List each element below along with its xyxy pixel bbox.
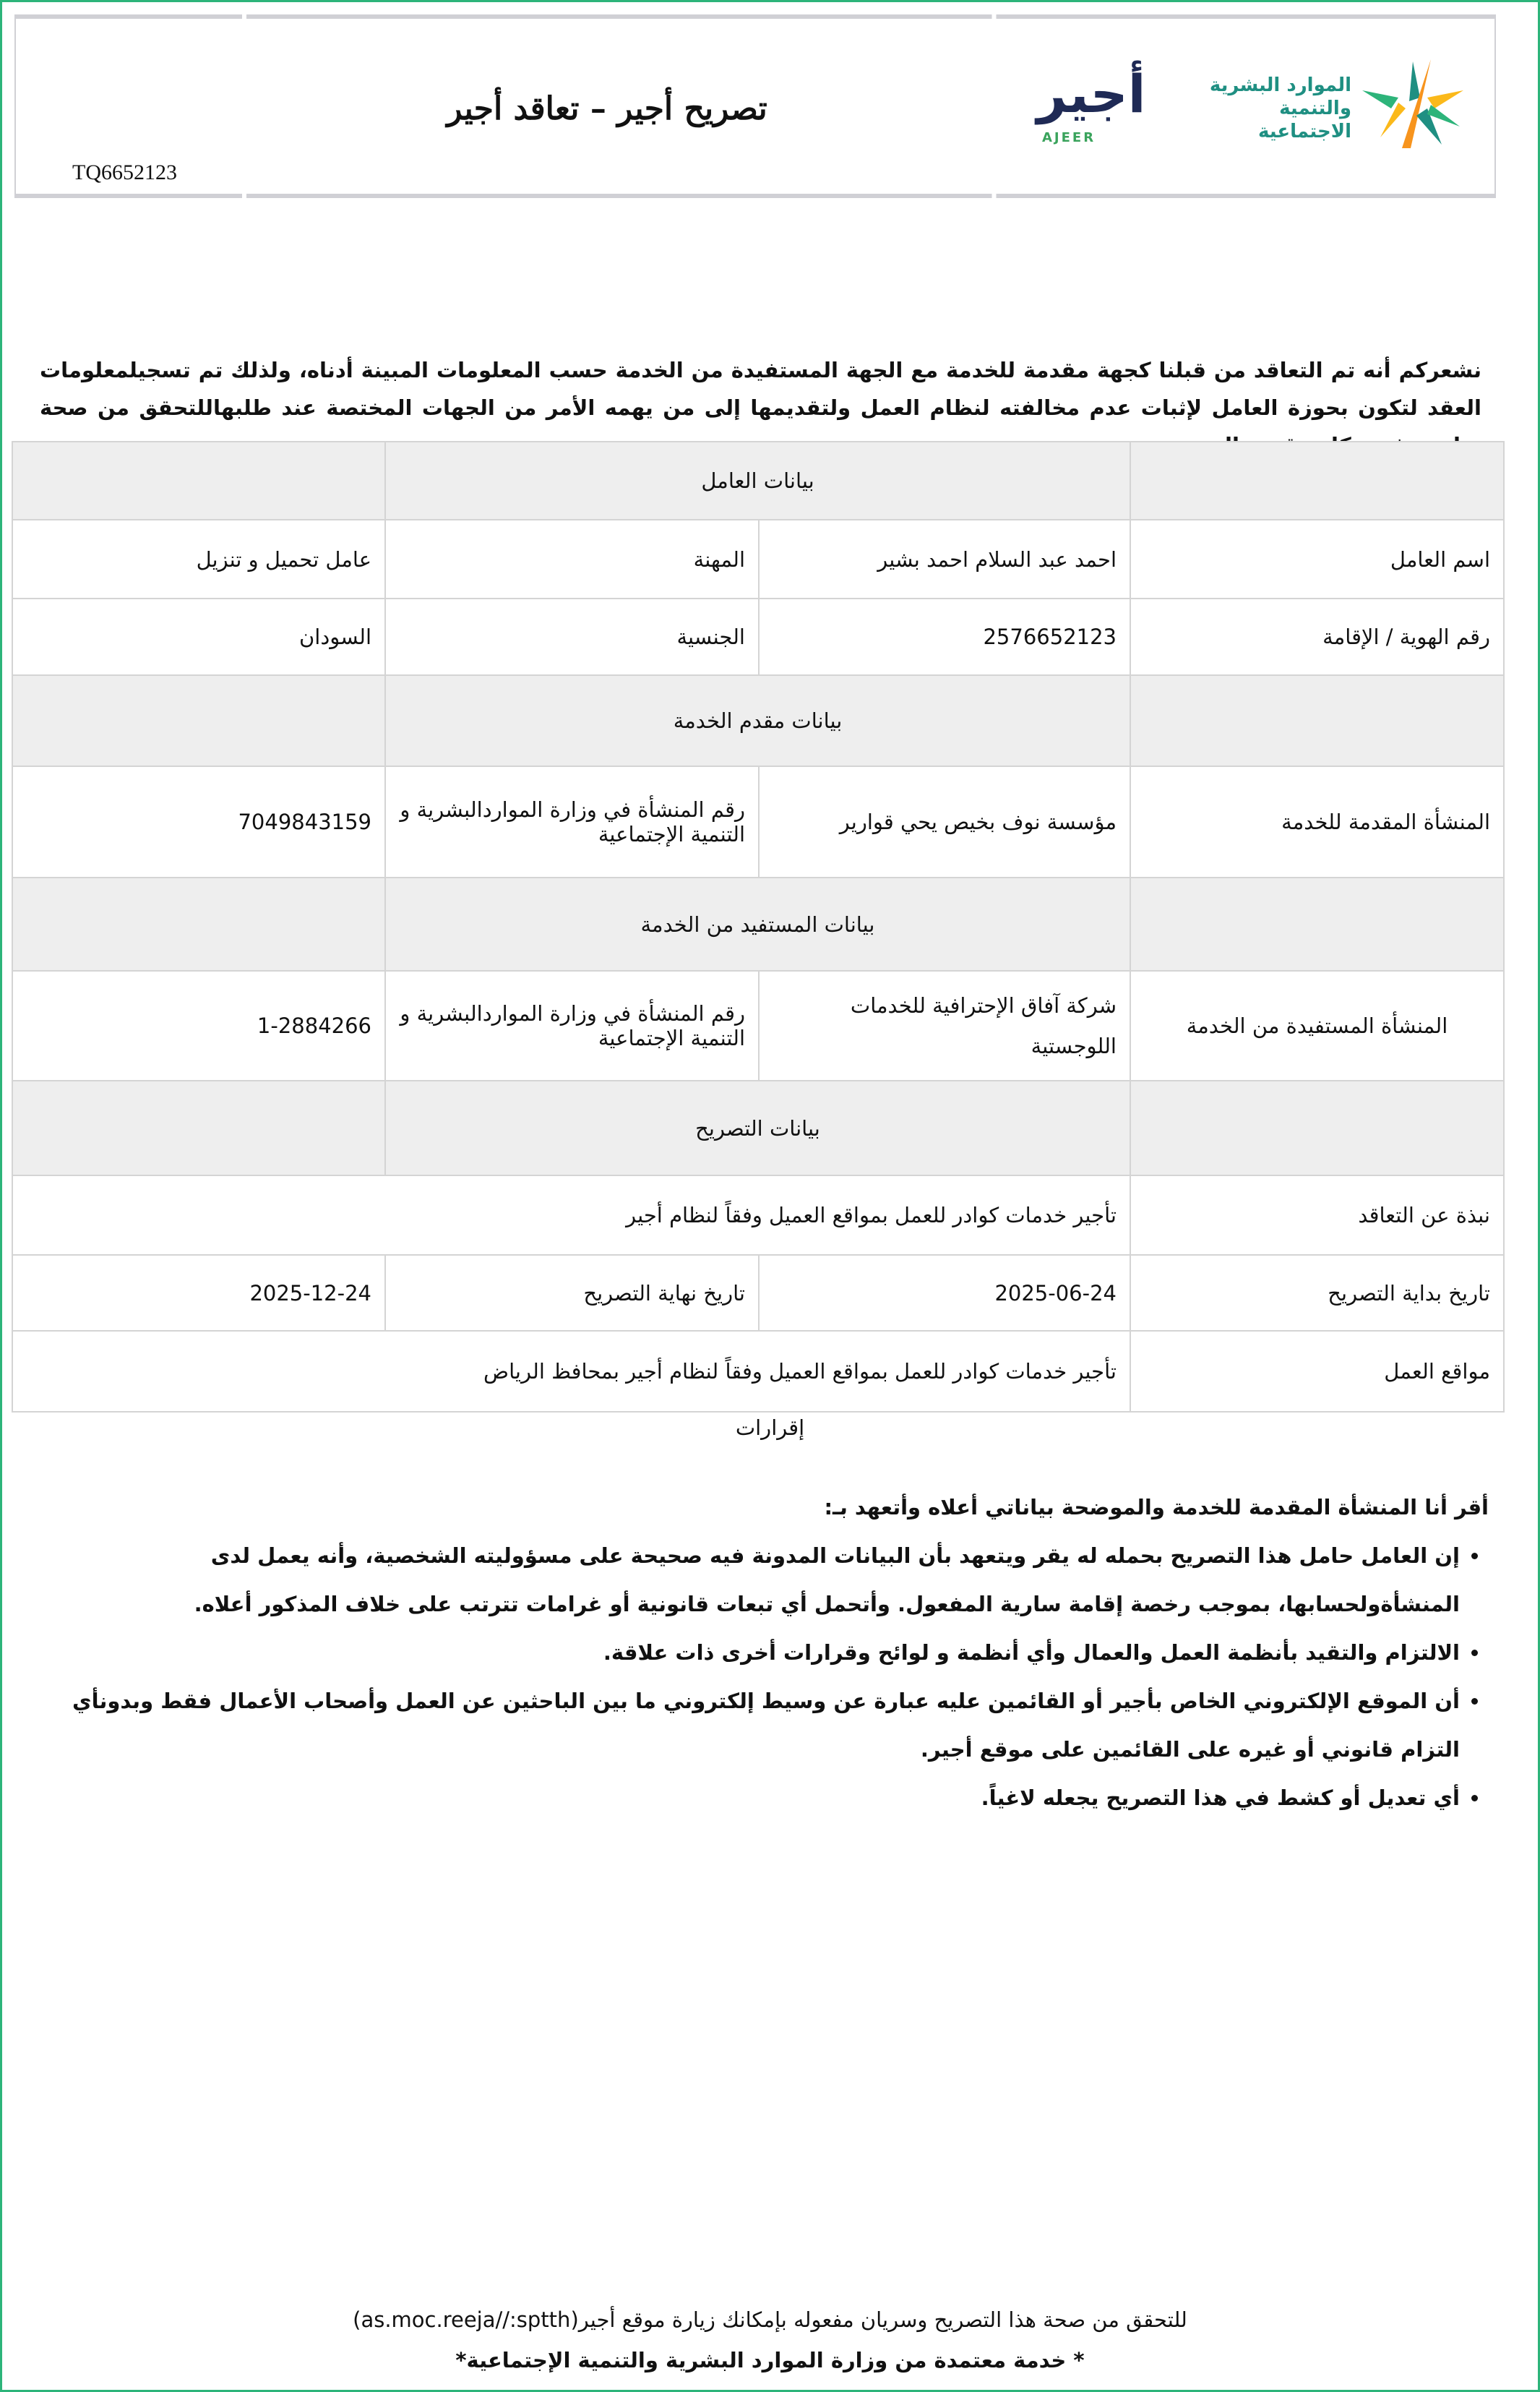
acknowledgement-item: أي تعديل أو كشط في هذا التصريح يجعله لاغ… xyxy=(65,1774,1460,1822)
nationality: السودان xyxy=(12,598,386,676)
beneficiary-number-label: رقم المنشأة في وزارة المواردالبشرية و ال… xyxy=(384,970,760,1081)
id-number: 2576652123 xyxy=(758,598,1131,676)
acknowledgements: أقر أنا المنشأة المقدمة للخدمة والموضحة … xyxy=(65,1483,1489,1822)
section-header: بيانات مقدم الخدمة xyxy=(12,674,1505,767)
worker-name-label: اسم العامل xyxy=(1130,519,1505,599)
acknowledgements-lead: أقر أنا المنشأة المقدمة للخدمة والموضحة … xyxy=(824,1495,1489,1519)
header-divider xyxy=(16,14,1494,19)
occupation: عامل تحميل و تنزيل xyxy=(12,519,386,599)
ajeer-logo: أجير AJEER xyxy=(1033,58,1149,155)
ministry-logo-text: الموارد البشرية والتنمية الاجتماعية xyxy=(1209,74,1351,142)
verification-note: للتحقق من صحة هذا التصريح وسريان مفعوله … xyxy=(353,2307,1187,2332)
permit-number: TQ6652123 xyxy=(72,160,177,184)
worker-name: احمد عبد السلام احمد بشير xyxy=(758,519,1131,599)
summary-label: نبذة عن التعاقد xyxy=(1130,1175,1505,1256)
ministry-logo: الموارد البشرية والتنمية الاجتماعية xyxy=(1185,58,1474,152)
document-title: تصريح أجير – تعاقد أجير xyxy=(447,90,767,127)
start-date-label: تاريخ بداية التصريح xyxy=(1130,1254,1505,1332)
acknowledgements-title: إقرارات xyxy=(735,1415,805,1440)
ajeer-logo-english: AJEER xyxy=(1042,130,1096,145)
end-date: 2025-12-24 xyxy=(12,1254,386,1332)
approval-note: * خدمة معتمدة من وزارة الموارد البشرية و… xyxy=(455,2348,1085,2372)
header-divider xyxy=(16,194,1494,198)
work-locations: تأجير خدمات كوادر للعمل بمواقع العميل وف… xyxy=(12,1330,1131,1413)
document-header xyxy=(14,14,1496,198)
beneficiary-entity: شركة آفاق الإحترافية للخدمات اللوجستية xyxy=(758,970,1131,1081)
contract-summary: تأجير خدمات كوادر للعمل بمواقع العميل وف… xyxy=(12,1175,1131,1256)
table-row: اسم العامل احمد عبد السلام احمد بشير الم… xyxy=(12,519,1505,599)
table-row: رقم الهوية / الإقامة 2576652123 الجنسية … xyxy=(12,598,1505,676)
table-row: المنشأة المستفيدة من الخدمة شركة آفاق ال… xyxy=(12,970,1505,1081)
section-header: بيانات العامل xyxy=(12,441,1505,520)
worker-section-title: بيانات العامل xyxy=(384,441,1131,520)
ministry-star-icon xyxy=(1362,59,1463,148)
provider-entity-label: المنشأة المقدمة للخدمة xyxy=(1130,766,1505,878)
table-row: تاريخ بداية التصريح 2025-06-24 تاريخ نها… xyxy=(12,1254,1505,1332)
permit-section-title: بيانات التصريح xyxy=(384,1080,1131,1176)
beneficiary-entity-label: المنشأة المستفيدة من الخدمة xyxy=(1130,970,1505,1081)
occupation-label: المهنة xyxy=(384,519,760,599)
acknowledgement-item: إن العامل حامل هذا التصريح بحمله له يقر … xyxy=(65,1532,1460,1629)
table-row: نبذة عن التعاقد تأجير خدمات كوادر للعمل … xyxy=(12,1175,1505,1256)
id-label: رقم الهوية / الإقامة xyxy=(1130,598,1505,676)
ajeer-logo-arabic: أجير xyxy=(1036,64,1146,124)
table-row: المنشأة المقدمة للخدمة مؤسسة نوف بخيص يح… xyxy=(12,766,1505,878)
beneficiary-section-title: بيانات المستفيد من الخدمة xyxy=(384,877,1131,972)
section-header: بيانات المستفيد من الخدمة xyxy=(12,877,1505,972)
work-locations-label: مواقع العمل xyxy=(1130,1330,1505,1413)
provider-number-label: رقم المنشأة في وزارة المواردالبشرية و ال… xyxy=(384,766,760,878)
acknowledgement-item: الالتزام والتقيد بأنظمة العمل والعمال وأ… xyxy=(65,1629,1460,1677)
provider-number: 7049843159 xyxy=(12,766,386,878)
provider-section-title: بيانات مقدم الخدمة xyxy=(384,674,1131,767)
nationality-label: الجنسية xyxy=(384,598,760,676)
start-date: 2025-06-24 xyxy=(758,1254,1131,1332)
permit-details-table: بيانات العامل اسم العامل احمد عبد السلام… xyxy=(12,441,1505,1413)
table-row: مواقع العمل تأجير خدمات كوادر للعمل بموا… xyxy=(12,1330,1505,1413)
section-header: بيانات التصريح xyxy=(12,1080,1505,1176)
acknowledgement-item: أن الموقع الإلكتروني الخاص بأجير أو القا… xyxy=(65,1677,1460,1774)
beneficiary-number: 1-2884266 xyxy=(12,970,386,1081)
provider-entity: مؤسسة نوف بخيص يحي قوارير xyxy=(758,766,1131,878)
end-date-label: تاريخ نهاية التصريح xyxy=(384,1254,760,1332)
